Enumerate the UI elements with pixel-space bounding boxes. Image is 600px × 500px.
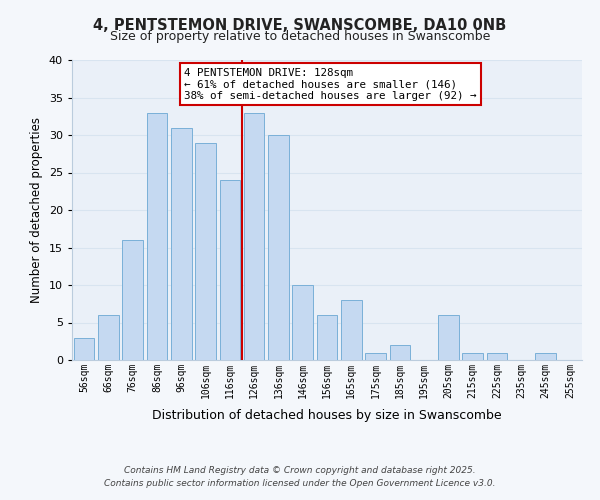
Y-axis label: Number of detached properties: Number of detached properties <box>30 117 43 303</box>
Bar <box>535 352 556 360</box>
Bar <box>341 300 362 360</box>
Bar <box>74 338 94 360</box>
Bar <box>292 285 313 360</box>
Bar <box>195 142 216 360</box>
Bar <box>389 345 410 360</box>
Bar <box>244 112 265 360</box>
Text: 4, PENTSTEMON DRIVE, SWANSCOMBE, DA10 0NB: 4, PENTSTEMON DRIVE, SWANSCOMBE, DA10 0N… <box>94 18 506 32</box>
Bar <box>220 180 240 360</box>
Bar <box>171 128 191 360</box>
Bar <box>146 112 167 360</box>
Bar <box>487 352 508 360</box>
Bar <box>317 315 337 360</box>
Bar <box>122 240 143 360</box>
Bar <box>365 352 386 360</box>
Bar <box>268 135 289 360</box>
X-axis label: Distribution of detached houses by size in Swanscombe: Distribution of detached houses by size … <box>152 409 502 422</box>
Bar <box>463 352 483 360</box>
Text: Size of property relative to detached houses in Swanscombe: Size of property relative to detached ho… <box>110 30 490 43</box>
Bar <box>98 315 119 360</box>
Text: Contains HM Land Registry data © Crown copyright and database right 2025.
Contai: Contains HM Land Registry data © Crown c… <box>104 466 496 487</box>
Text: 4 PENTSTEMON DRIVE: 128sqm
← 61% of detached houses are smaller (146)
38% of sem: 4 PENTSTEMON DRIVE: 128sqm ← 61% of deta… <box>184 68 476 100</box>
Bar <box>438 315 459 360</box>
